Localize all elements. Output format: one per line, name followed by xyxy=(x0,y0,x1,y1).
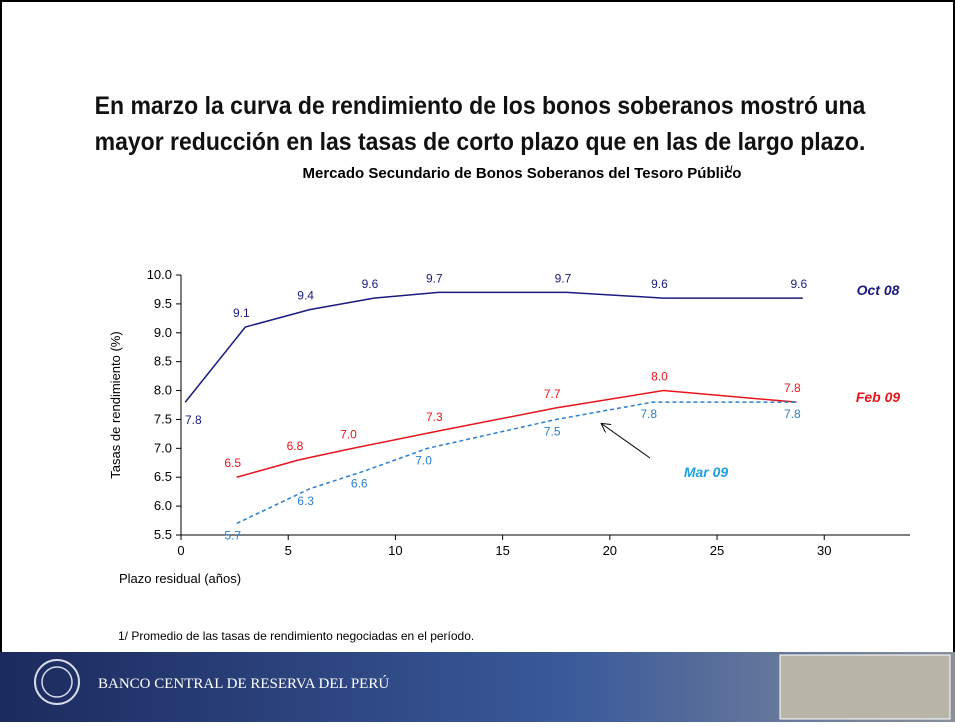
y-tick-label: 7.0 xyxy=(154,440,172,455)
data-label: 9.6 xyxy=(790,277,807,291)
data-label: 7.8 xyxy=(185,413,202,427)
data-label: 6.6 xyxy=(351,476,368,490)
data-label: 6.3 xyxy=(297,494,314,508)
data-label: 7.0 xyxy=(340,427,357,441)
data-label: 7.8 xyxy=(784,407,801,421)
title-box: En marzo la curva de rendimiento de los … xyxy=(40,88,920,168)
y-tick-label: 6.0 xyxy=(154,498,172,513)
series-name: Feb 09 xyxy=(856,389,901,405)
data-label: 9.7 xyxy=(555,271,572,285)
y-tick-label: 9.0 xyxy=(154,325,172,340)
data-label: 9.7 xyxy=(426,271,443,285)
chart-title-note: 1/ xyxy=(725,164,733,174)
y-tick-label: 5.5 xyxy=(154,527,172,542)
y-axis-label: Tasas de rendimiento (%) xyxy=(108,331,123,478)
x-tick-label: 10 xyxy=(388,543,402,558)
y-tick-label: 6.5 xyxy=(154,469,172,484)
data-label: 9.6 xyxy=(651,277,668,291)
y-tick-label: 8.5 xyxy=(154,354,172,369)
x-tick-label: 0 xyxy=(177,543,184,558)
footnote: 1/ Promedio de las tasas de rendimiento … xyxy=(118,629,474,643)
x-tick-label: 5 xyxy=(285,543,292,558)
series-name: Oct 08 xyxy=(857,282,900,298)
x-axis-label: Plazo residual (años) xyxy=(119,571,241,586)
data-label: 7.8 xyxy=(640,407,657,421)
data-label: 7.3 xyxy=(426,410,443,424)
slide: En marzo la curva de rendimiento de los … xyxy=(0,0,955,722)
data-label: 6.8 xyxy=(287,439,304,453)
slide-title: En marzo la curva de rendimiento de los … xyxy=(75,88,885,160)
x-tick-label: 15 xyxy=(495,543,509,558)
data-label: 9.1 xyxy=(233,306,250,320)
data-label: 7.7 xyxy=(544,387,561,401)
y-tick-label: 9.5 xyxy=(154,296,172,311)
data-label: 7.0 xyxy=(415,453,432,467)
data-label: 6.5 xyxy=(224,456,241,470)
data-label: 9.6 xyxy=(362,277,379,291)
chart-title: Mercado Secundario de Bonos Soberanos de… xyxy=(303,165,742,182)
bank-name: BANCO CENTRAL DE RESERVA DEL PERÚ xyxy=(98,675,389,692)
x-tick-label: 30 xyxy=(817,543,831,558)
y-tick-label: 10.0 xyxy=(147,267,172,282)
data-label: 7.8 xyxy=(784,381,801,395)
series-name: Mar 09 xyxy=(684,464,729,480)
building-photo xyxy=(780,655,950,719)
data-label: 9.4 xyxy=(297,289,314,303)
data-label: 8.0 xyxy=(651,370,668,384)
y-tick-label: 8.0 xyxy=(154,383,172,398)
x-tick-label: 25 xyxy=(710,543,724,558)
data-label: 7.5 xyxy=(544,424,561,438)
y-tick-label: 7.5 xyxy=(154,411,172,426)
data-label: 5.7 xyxy=(224,528,241,542)
x-tick-label: 20 xyxy=(603,543,617,558)
